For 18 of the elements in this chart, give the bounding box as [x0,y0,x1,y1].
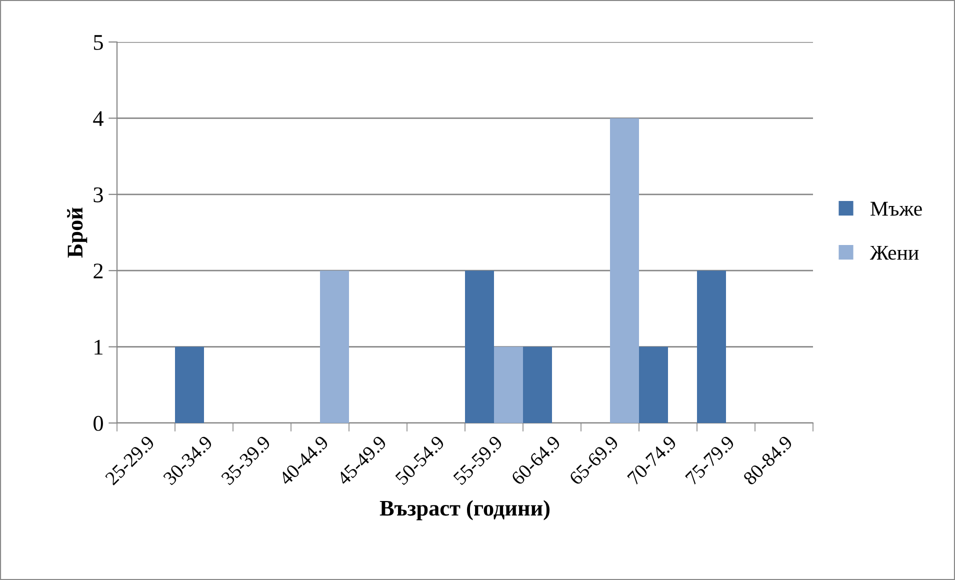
bar [523,346,552,423]
bar [175,346,204,423]
y-tick-label: 2 [94,264,103,278]
y-tick-label: 5 [94,35,103,50]
legend-label: Жени [870,246,919,260]
y-tick-label: 4 [93,111,104,126]
bar [697,270,726,423]
legend-label: Мъже [870,202,922,216]
y-tick-label: 1 [94,340,102,355]
bar [320,270,349,423]
y-tick-label: 3 [94,187,103,202]
bar [465,270,494,423]
y-tick-label: 0 [94,416,103,431]
y-axis-title: Брой [67,208,88,258]
bar [610,118,639,423]
x-axis-title: Възраст (години) [380,500,550,520]
bar [494,346,523,423]
bar [639,346,668,423]
